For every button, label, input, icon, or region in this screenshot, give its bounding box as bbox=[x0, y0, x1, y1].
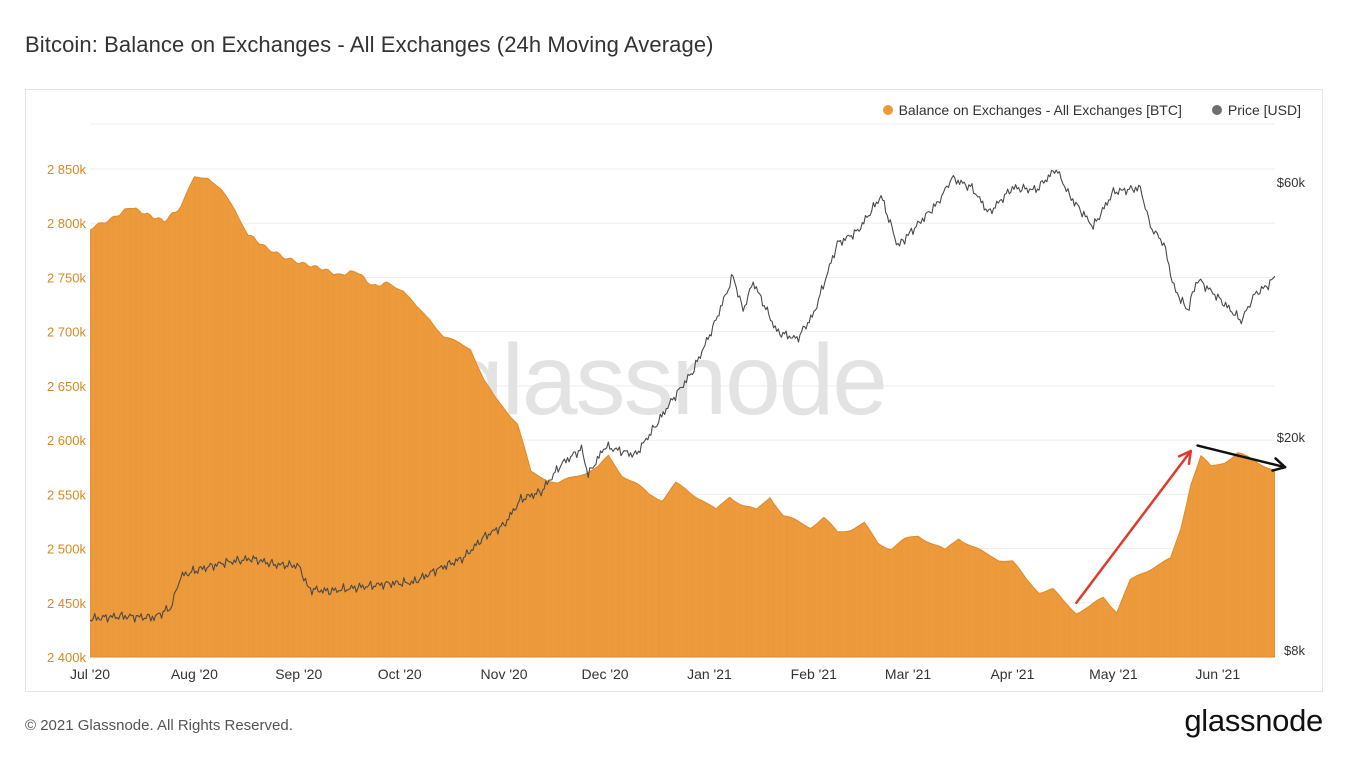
y-left-tick-label: 2 600k bbox=[47, 433, 87, 448]
red-arrow bbox=[1075, 449, 1193, 605]
x-tick-label: Apr '21 bbox=[990, 666, 1034, 682]
page-title: Bitcoin: Balance on Exchanges - All Exch… bbox=[25, 32, 714, 57]
y-left-tick-label: 2 700k bbox=[47, 325, 87, 340]
legend-item-price[interactable]: Price [USD] bbox=[1211, 102, 1301, 118]
balance-area bbox=[90, 176, 1275, 658]
balance-area-layer bbox=[90, 176, 1275, 658]
y-left-tick-label: 2 800k bbox=[47, 216, 87, 231]
legend-dot-price bbox=[1211, 105, 1222, 115]
legend-label-price: Price [USD] bbox=[1227, 102, 1301, 118]
y-right-tick-label: $60k bbox=[1277, 175, 1306, 190]
x-tick-label: Oct '20 bbox=[378, 666, 422, 682]
legend-dot-balance bbox=[882, 105, 893, 115]
y-left-tick-label: 2 550k bbox=[47, 487, 87, 502]
annotation-layer bbox=[1075, 444, 1287, 605]
legend-item-balance[interactable]: Balance on Exchanges - All Exchanges [BT… bbox=[882, 102, 1182, 118]
watermark-text: glassnode bbox=[448, 324, 886, 436]
y-left-tick-label: 2 400k bbox=[47, 650, 87, 665]
x-tick-label: Nov '20 bbox=[481, 666, 528, 682]
x-tick-label: May '21 bbox=[1089, 666, 1138, 682]
x-tick-label: Sep '20 bbox=[275, 666, 322, 682]
x-tick-label: Mar '21 bbox=[885, 666, 931, 682]
y-left-tick-label: 2 850k bbox=[47, 162, 87, 177]
x-tick-label: Jul '20 bbox=[70, 666, 110, 682]
left-axis: 2 400k 2 450k 2 500k 2 550k 2 600k 2 650k 2 70… bbox=[47, 162, 87, 665]
x-tick-label: Dec '20 bbox=[582, 666, 629, 682]
x-tick-label: Jun '21 bbox=[1195, 666, 1240, 682]
y-left-tick-label: 2 650k bbox=[47, 379, 87, 394]
y-right-tick-label: $20k bbox=[1277, 430, 1306, 445]
balance-bars bbox=[90, 176, 1272, 657]
legend-label-balance: Balance on Exchanges - All Exchanges [BT… bbox=[898, 102, 1182, 118]
x-tick-label: Aug '20 bbox=[171, 666, 218, 682]
chart-legend: Balance on Exchanges - All Exchanges [BT… bbox=[882, 102, 1301, 118]
y-left-tick-label: 2 750k bbox=[47, 270, 87, 285]
right-axis: $8k $20k $60k bbox=[1277, 175, 1306, 658]
y-left-tick-label: 2 500k bbox=[47, 542, 87, 557]
black-arrow bbox=[1196, 444, 1287, 472]
y-left-tick-label: 2 450k bbox=[47, 596, 87, 611]
x-tick-label: Feb '21 bbox=[791, 666, 837, 682]
price-line bbox=[90, 169, 1275, 623]
price-line-layer bbox=[90, 169, 1275, 623]
footer-logo: glassnode bbox=[1184, 703, 1323, 738]
x-tick-label: Jan '21 bbox=[687, 666, 732, 682]
x-axis: Jul '20 Aug '20 Sep '20 Oct '20 Nov '20 Dec '… bbox=[70, 666, 1240, 682]
footer-copyright: © 2021 Glassnode. All Rights Reserved. bbox=[25, 717, 293, 734]
y-right-tick-label: $8k bbox=[1284, 643, 1305, 658]
